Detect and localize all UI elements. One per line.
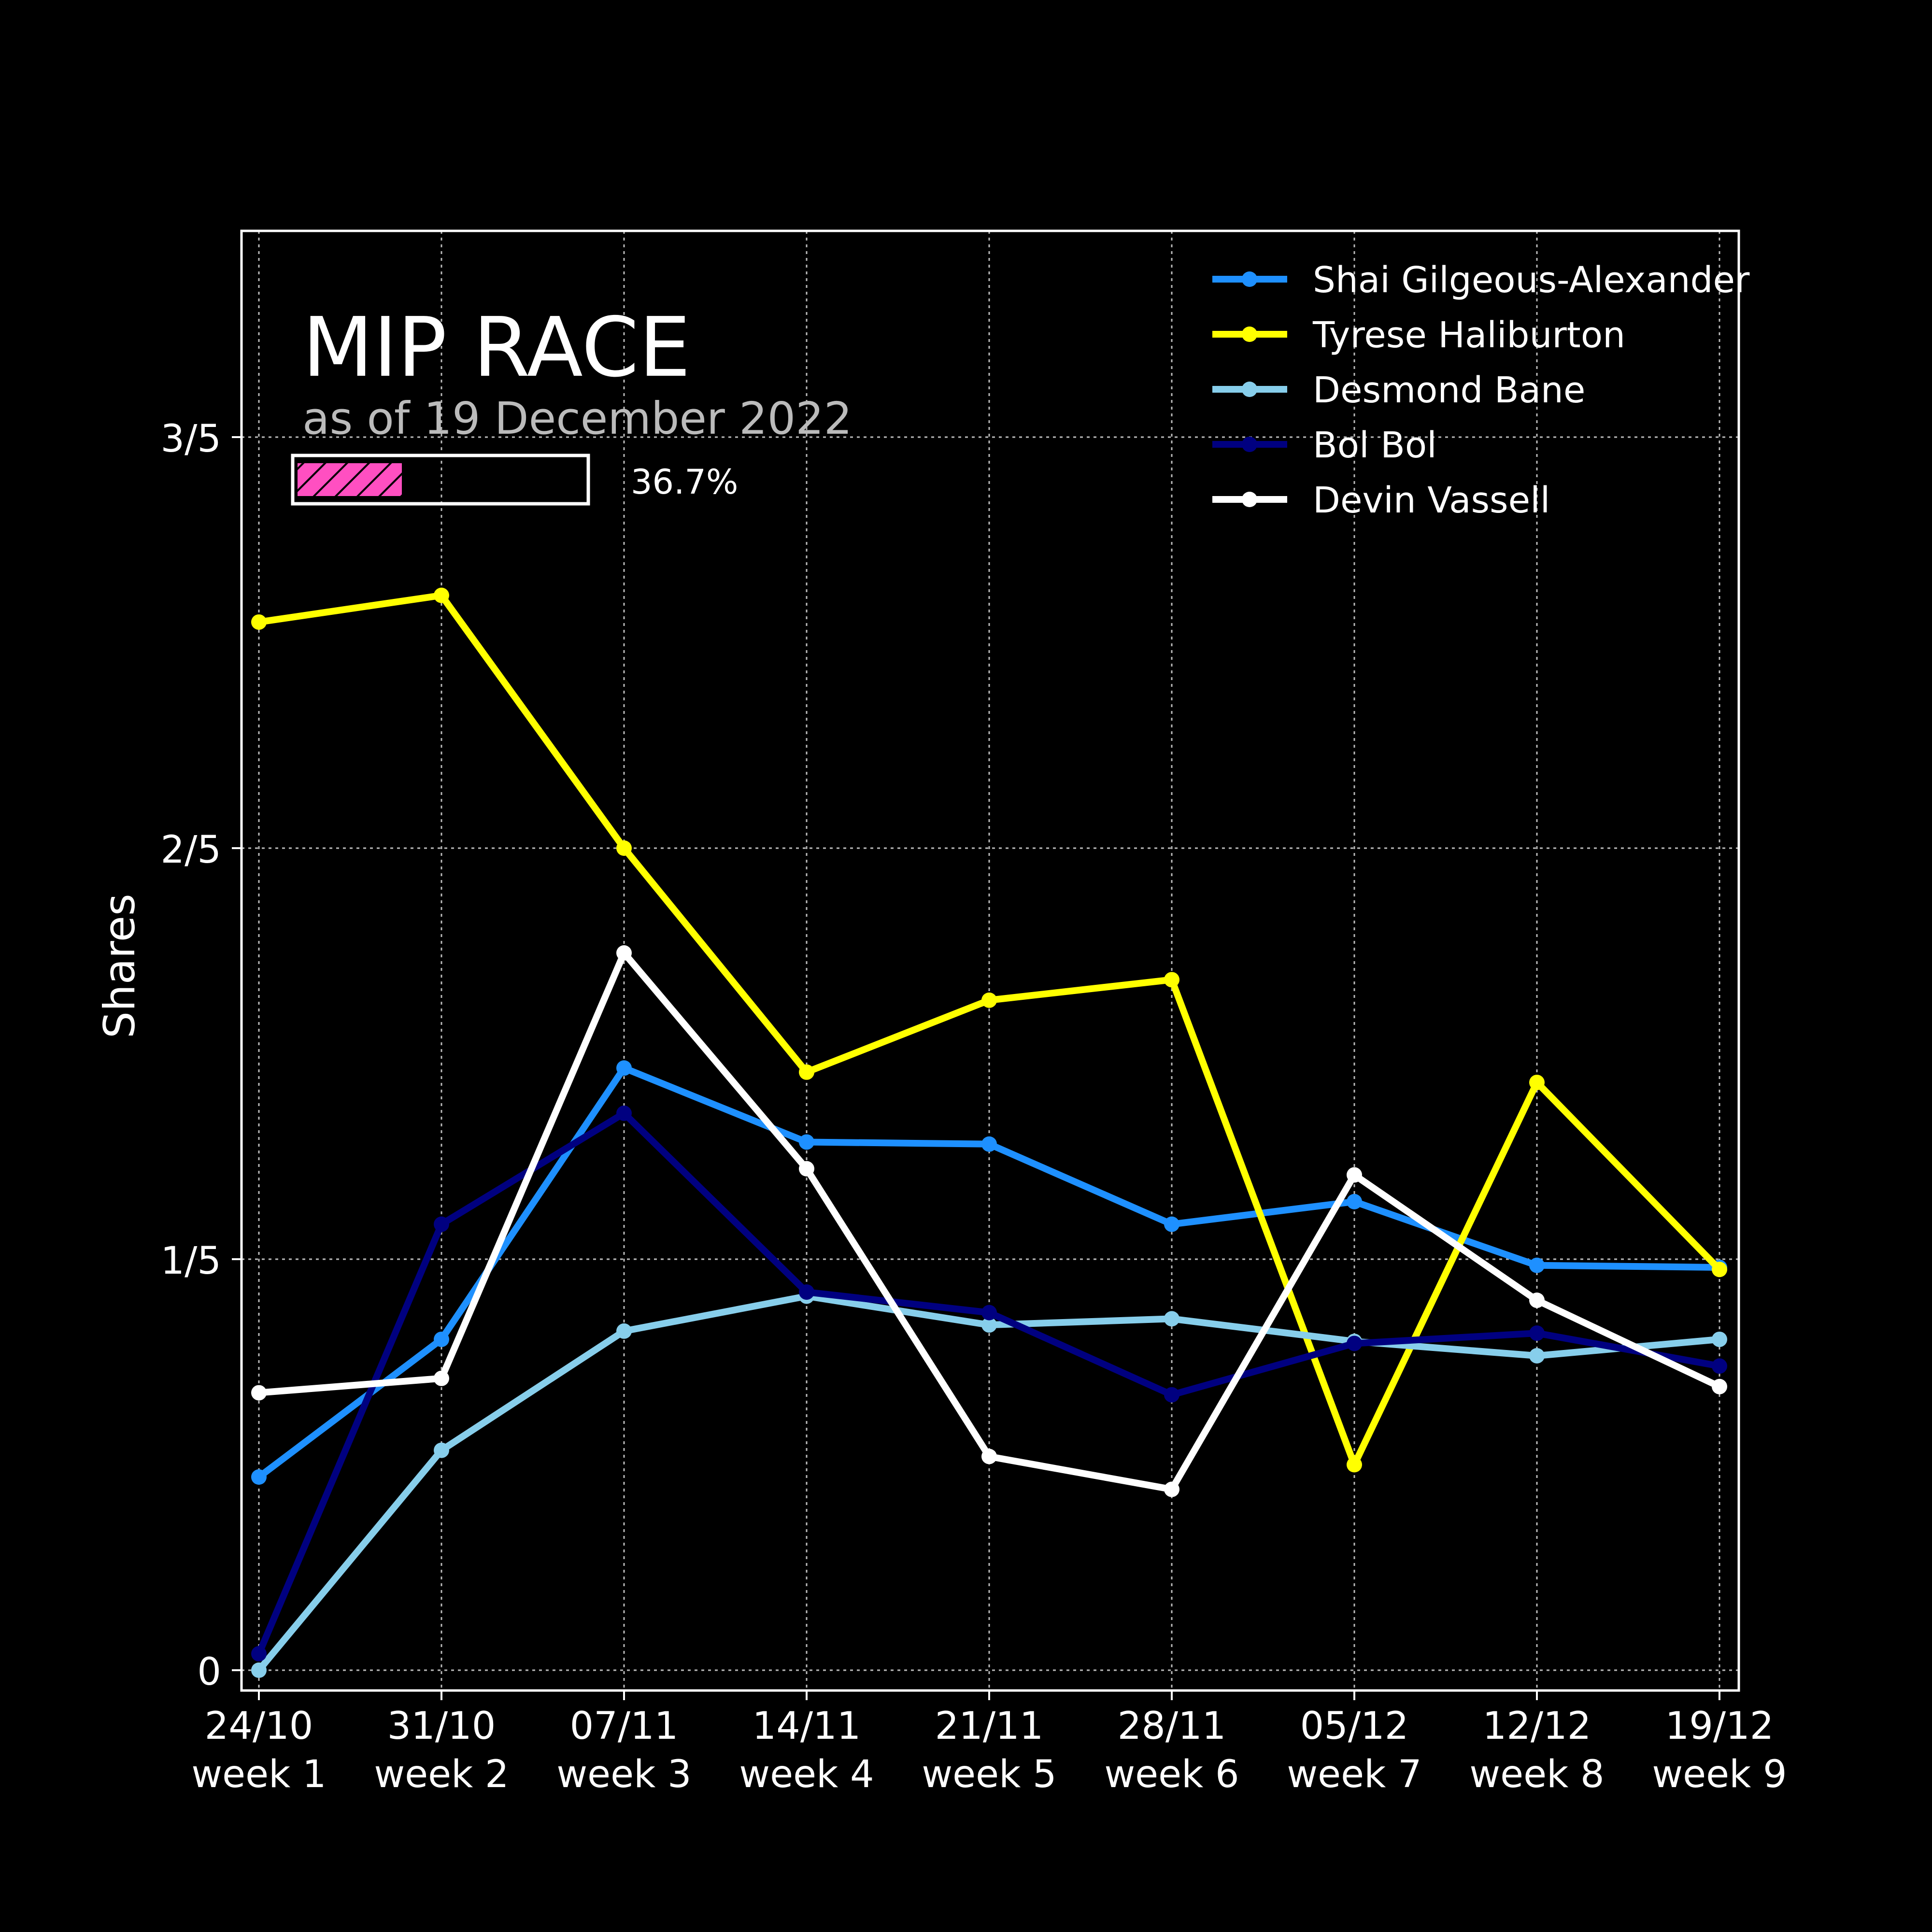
x-tick-label-week: week 6: [1104, 1753, 1239, 1796]
data-point: [981, 1136, 997, 1152]
legend-entry: Desmond Bane: [1212, 369, 1585, 411]
legend-marker: [1242, 492, 1257, 507]
legend: Shai Gilgeous-Alexander Tyrese Haliburton…: [1212, 259, 1750, 521]
progress-bar: 36.7%: [291, 454, 738, 506]
x-axis-ticks: 24/10 week 1 31/10 week 2 07/11 week 3 14/11 we…: [191, 1690, 1787, 1796]
progress-bar-fill: [297, 462, 403, 497]
data-point: [981, 1449, 997, 1464]
chart-subtitle: as of 19 December 2022: [302, 393, 852, 444]
x-tick-label-date: 28/11: [1118, 1705, 1226, 1748]
data-point: [1164, 1216, 1179, 1232]
data-point: [1164, 1387, 1179, 1403]
x-tick-label-week: week 1: [191, 1753, 326, 1796]
data-point: [799, 1064, 814, 1080]
data-point: [1712, 1331, 1727, 1347]
data-point: [981, 992, 997, 1008]
data-point: [1529, 1257, 1545, 1273]
data-point: [251, 1646, 267, 1662]
legend-entry: Bol Bol: [1212, 425, 1437, 466]
data-point: [251, 1469, 267, 1485]
data-point: [1164, 972, 1179, 988]
chart-title: MIP RACE: [302, 300, 691, 396]
x-tick-label-week: week 3: [556, 1753, 691, 1796]
data-point: [251, 1385, 267, 1401]
x-tick-label-date: 05/12: [1300, 1705, 1409, 1748]
x-tick-label-date: 07/11: [570, 1705, 679, 1748]
y-axis-label: Shares: [95, 894, 144, 1038]
data-point: [799, 1161, 814, 1177]
legend-label: Desmond Bane: [1313, 369, 1585, 411]
x-tick-label-date: 19/12: [1665, 1705, 1774, 1748]
data-point: [251, 614, 267, 630]
progress-label: 36.7%: [631, 462, 738, 502]
legend-marker: [1242, 271, 1257, 287]
x-tick-label-date: 24/10: [205, 1705, 313, 1748]
data-point: [1347, 1193, 1362, 1209]
y-axis-ticks: 0 1/5 2/5 3/5: [160, 417, 242, 1694]
legend-marker: [1242, 437, 1257, 452]
x-tick-label-date: 31/10: [387, 1705, 496, 1748]
legend-label: Shai Gilgeous-Alexander: [1313, 259, 1750, 301]
legend-label: Tyrese Haliburton: [1312, 314, 1625, 356]
x-tick-label-week: week 7: [1287, 1753, 1421, 1796]
data-point: [434, 1331, 449, 1347]
data-point: [434, 1216, 449, 1232]
data-point: [1529, 1348, 1545, 1364]
data-point: [1164, 1481, 1179, 1497]
legend-entry: Shai Gilgeous-Alexander: [1212, 259, 1750, 301]
legend-entry: Devin Vassell: [1212, 480, 1550, 521]
data-point: [1347, 1457, 1362, 1473]
series-lines: [251, 587, 1727, 1678]
data-point: [434, 1370, 449, 1386]
data-point: [799, 1134, 814, 1150]
y-tick-label: 1/5: [160, 1239, 221, 1283]
data-point: [1529, 1325, 1545, 1341]
data-point: [616, 840, 632, 856]
data-point: [434, 1442, 449, 1458]
data-point: [1712, 1358, 1727, 1374]
progress-bar-track: [291, 454, 590, 506]
data-point: [981, 1317, 997, 1333]
data-point: [799, 1284, 814, 1300]
data-point: [1712, 1378, 1727, 1394]
x-tick-label-week: week 8: [1469, 1753, 1604, 1796]
data-point: [1529, 1075, 1545, 1091]
data-point: [616, 1105, 632, 1121]
data-point: [1164, 1311, 1179, 1327]
legend-marker: [1242, 382, 1257, 397]
x-tick-label-week: week 9: [1652, 1753, 1787, 1796]
x-tick-label-week: week 2: [374, 1753, 509, 1796]
x-tick-label-week: week 5: [922, 1753, 1056, 1796]
legend-marker: [1242, 327, 1257, 342]
series-4: [251, 945, 1727, 1497]
legend-entry: Tyrese Haliburton: [1212, 314, 1625, 356]
x-tick-label-date: 12/12: [1483, 1705, 1591, 1748]
data-point: [1529, 1293, 1545, 1308]
data-point: [616, 1323, 632, 1339]
data-point: [1712, 1262, 1727, 1278]
y-tick-label: 0: [197, 1650, 221, 1694]
legend-label: Devin Vassell: [1313, 480, 1550, 521]
x-tick-label-date: 21/11: [935, 1705, 1044, 1748]
data-point: [616, 945, 632, 961]
data-point: [251, 1662, 267, 1678]
series-1: [251, 587, 1727, 1473]
y-tick-label: 2/5: [160, 828, 221, 872]
series-3: [251, 1105, 1727, 1662]
data-point: [1347, 1335, 1362, 1351]
data-point: [434, 587, 449, 603]
data-point: [616, 1060, 632, 1076]
data-point: [981, 1305, 997, 1321]
y-tick-label: 3/5: [160, 417, 221, 461]
legend-label: Bol Bol: [1313, 425, 1437, 466]
data-point: [1347, 1167, 1362, 1183]
x-tick-label-date: 14/11: [753, 1705, 861, 1748]
x-tick-label-week: week 4: [739, 1753, 874, 1796]
